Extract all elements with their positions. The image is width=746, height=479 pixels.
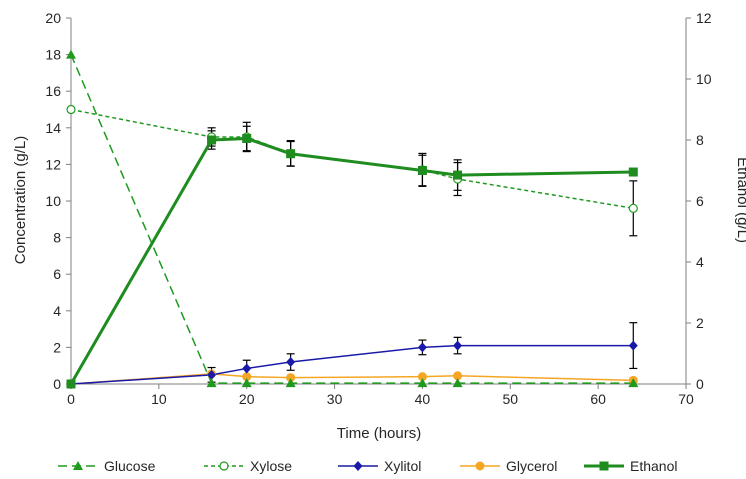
glycerol-point bbox=[286, 373, 296, 383]
legend-marker-xylitol bbox=[353, 461, 363, 471]
glycerol-point bbox=[242, 372, 252, 382]
glucose-line bbox=[70, 54, 634, 384]
tick-labels: 0 10 20 30 40 50 60 700246810121416182002468101… bbox=[45, 10, 711, 407]
y2-tick-label: 2 bbox=[696, 315, 704, 331]
glucose-point bbox=[206, 378, 217, 388]
x-tick-label: 40 bbox=[415, 391, 431, 407]
x-tick-label: 60 bbox=[590, 391, 606, 407]
xylitol-point bbox=[417, 342, 427, 353]
xylitol-point bbox=[207, 369, 217, 380]
ethanol-point bbox=[628, 167, 638, 177]
y-tick-label: 6 bbox=[53, 266, 61, 282]
x-axis-label: Time (hours) bbox=[337, 425, 421, 442]
xylose-point bbox=[66, 104, 76, 115]
y-tick-label: 10 bbox=[45, 193, 61, 209]
y2-tick-label: 10 bbox=[696, 71, 712, 87]
x-tick-label: 0 bbox=[67, 391, 75, 407]
y-tick-label: 14 bbox=[45, 120, 61, 136]
glycerol-point bbox=[417, 372, 427, 382]
glycerol-point bbox=[453, 371, 463, 381]
xylitol-point bbox=[628, 340, 638, 351]
ethanol-point bbox=[66, 379, 76, 389]
glucose-point bbox=[285, 378, 296, 388]
legend-marker-xylose bbox=[219, 461, 229, 471]
x-tick-label: 30 bbox=[327, 391, 343, 407]
legend-marker-ethanol bbox=[599, 461, 609, 471]
x-tick-label: 50 bbox=[502, 391, 518, 407]
legend-label-glycerol: Glycerol bbox=[506, 458, 557, 474]
y-tick-label: 8 bbox=[53, 230, 61, 246]
y-tick-label: 0 bbox=[53, 376, 61, 392]
ethanol-point bbox=[286, 149, 296, 159]
xylose-line bbox=[70, 108, 634, 210]
glucose-point bbox=[241, 378, 252, 388]
ethanol-point bbox=[242, 133, 252, 143]
glucose-point bbox=[66, 49, 76, 59]
xylitol-point bbox=[242, 363, 252, 374]
legend-label-xylitol: Xylitol bbox=[384, 458, 421, 474]
y-tick-label: 12 bbox=[45, 156, 61, 172]
series-markers bbox=[66, 49, 639, 389]
y2-tick-label: 6 bbox=[696, 193, 704, 209]
y2-axis-label: Ethanol (g/L) bbox=[734, 157, 746, 243]
axes bbox=[66, 17, 691, 389]
glucose-point bbox=[628, 378, 639, 388]
y2-tick-label: 0 bbox=[696, 376, 704, 392]
x-tick-label: 10 bbox=[151, 391, 167, 407]
y2-tick-label: 12 bbox=[696, 10, 712, 26]
y-axis-label: Concentration (g/L) bbox=[12, 136, 29, 264]
legend: Glucose Xylose Xylitol Glycerol Ethanol bbox=[58, 458, 677, 474]
ethanol-point bbox=[417, 166, 427, 175]
y-tick-label: 2 bbox=[53, 339, 61, 355]
legend-label-ethanol: Ethanol bbox=[630, 458, 677, 474]
glucose-point bbox=[417, 378, 428, 388]
ethanol-point bbox=[453, 170, 463, 180]
ethanol-line bbox=[69, 136, 634, 385]
xylitol-point bbox=[453, 340, 463, 351]
legend-label-glucose: Glucose bbox=[104, 458, 156, 474]
xylose-point bbox=[628, 203, 638, 213]
y2-tick-label: 4 bbox=[696, 254, 704, 270]
legend-marker-glycerol bbox=[475, 461, 485, 471]
y-tick-label: 18 bbox=[45, 47, 61, 63]
y-tick-label: 4 bbox=[53, 303, 61, 319]
glucose-point bbox=[452, 378, 463, 388]
ethanol-point bbox=[207, 135, 217, 145]
x-tick-label: 70 bbox=[678, 391, 694, 407]
legend-marker-glucose bbox=[73, 461, 83, 470]
y-tick-label: 16 bbox=[45, 83, 61, 99]
x-tick-label: 20 bbox=[239, 391, 255, 407]
series-lines bbox=[69, 54, 634, 385]
xylitol-point bbox=[286, 357, 296, 368]
y-tick-label: 20 bbox=[45, 10, 61, 26]
legend-label-xylose: Xylose bbox=[250, 458, 292, 474]
y2-tick-label: 8 bbox=[696, 132, 704, 148]
